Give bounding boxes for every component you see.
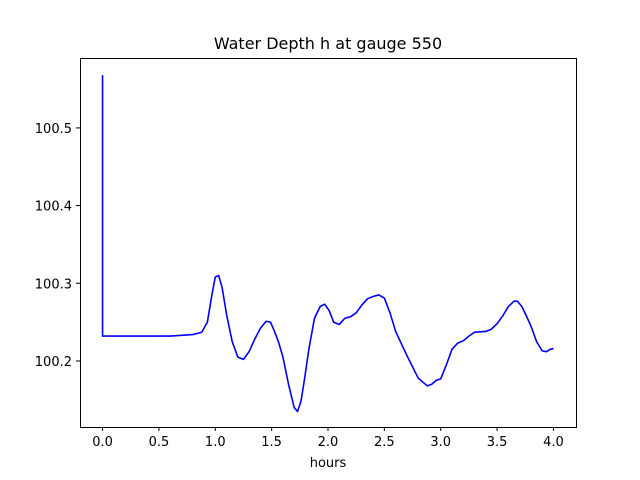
x-tick-label: 1.5 [261, 435, 282, 450]
plot-area [101, 75, 554, 413]
x-axis-label: hours [310, 456, 347, 471]
y-axis: 100.2 100.3 100.4 100.5 [35, 122, 80, 370]
x-tick-label: 2.0 [318, 435, 339, 450]
y-tick-label: 100.5 [35, 122, 72, 137]
x-tick-label: 4.0 [543, 435, 564, 450]
x-tick-label: 0.5 [149, 435, 170, 450]
chart-title: Water Depth h at gauge 550 [214, 34, 442, 53]
x-tick-label: 2.5 [374, 435, 395, 450]
y-tick-label: 100.4 [35, 200, 72, 215]
series-line-0 [101, 75, 554, 413]
x-tick-label: 1.0 [205, 435, 226, 450]
x-tick-label: 0.0 [92, 435, 113, 450]
x-axis: 0.0 0.5 1.0 1.5 2.0 2.5 3.0 3.5 4.0 [92, 427, 564, 450]
y-tick-label: 100.2 [35, 355, 72, 370]
plot-frame [80, 58, 577, 428]
x-tick-label: 3.0 [430, 435, 451, 450]
x-tick-label: 3.5 [487, 435, 508, 450]
y-tick-label: 100.3 [35, 277, 72, 292]
